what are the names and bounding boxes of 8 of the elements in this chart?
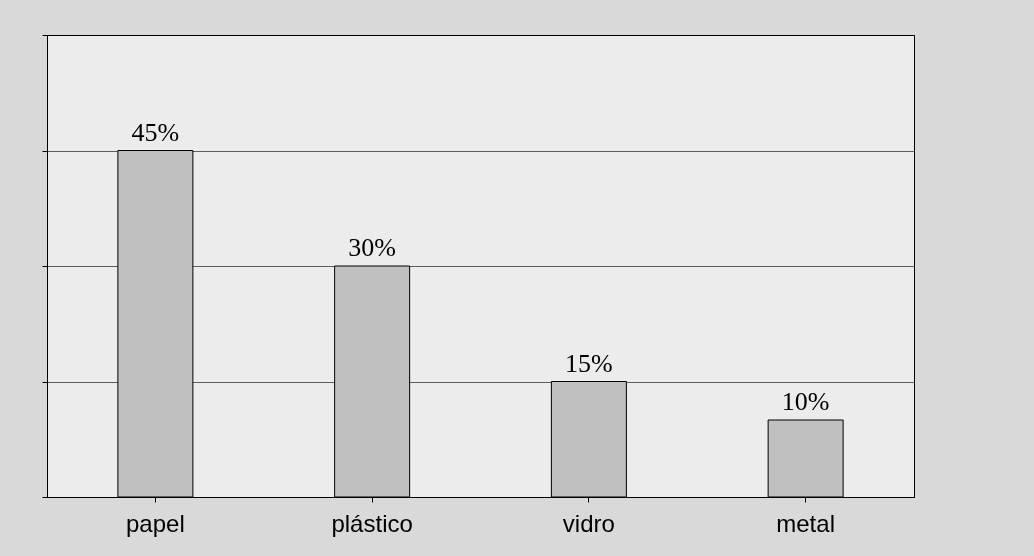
x-tick-label: vidro [562, 509, 615, 537]
data-label: 45% [131, 117, 180, 147]
data-label: 10% [781, 387, 830, 416]
x-tick-label: plástico [331, 509, 413, 537]
x-tick-label: papel [126, 509, 185, 537]
data-label: 30% [348, 233, 396, 262]
data-label: 15% [565, 348, 613, 378]
x-tick-label: metal [776, 509, 835, 537]
